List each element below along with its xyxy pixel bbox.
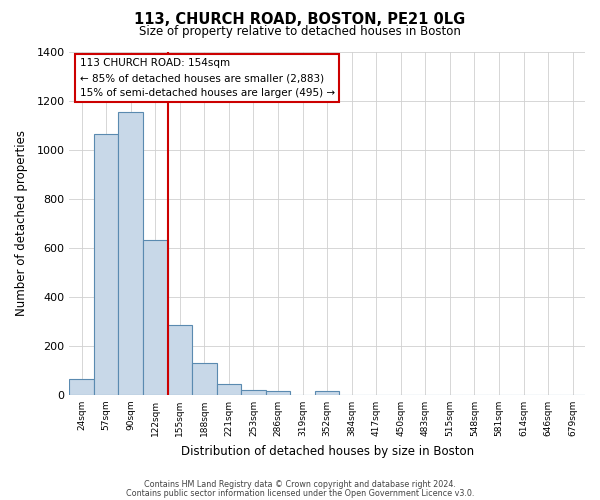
Text: Size of property relative to detached houses in Boston: Size of property relative to detached ho… (139, 25, 461, 38)
Text: 113, CHURCH ROAD, BOSTON, PE21 0LG: 113, CHURCH ROAD, BOSTON, PE21 0LG (134, 12, 466, 28)
Bar (266, 392, 290, 395)
Bar (241, 390, 266, 395)
Bar (143, 240, 167, 395)
Bar (70, 379, 94, 395)
X-axis label: Distribution of detached houses by size in Boston: Distribution of detached houses by size … (181, 444, 474, 458)
Text: Contains HM Land Registry data © Crown copyright and database right 2024.: Contains HM Land Registry data © Crown c… (144, 480, 456, 489)
Bar (315, 392, 340, 395)
Bar (118, 112, 143, 395)
Bar (192, 363, 217, 395)
Text: Contains public sector information licensed under the Open Government Licence v3: Contains public sector information licen… (126, 488, 474, 498)
Bar (217, 384, 241, 395)
Text: 113 CHURCH ROAD: 154sqm
← 85% of detached houses are smaller (2,883)
15% of semi: 113 CHURCH ROAD: 154sqm ← 85% of detache… (80, 58, 335, 98)
Y-axis label: Number of detached properties: Number of detached properties (15, 130, 28, 316)
Bar (94, 134, 118, 395)
Bar (167, 325, 192, 395)
